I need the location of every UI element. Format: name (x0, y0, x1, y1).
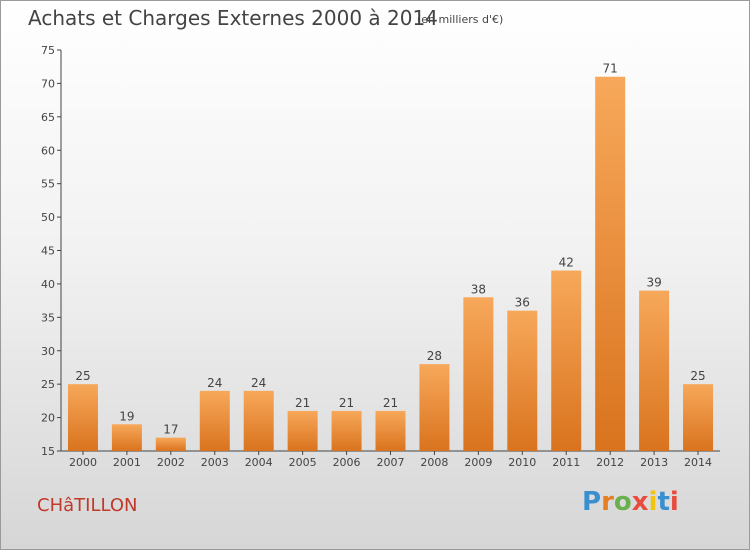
data-label: 42 (559, 256, 574, 270)
y-tick-label: 60 (41, 144, 55, 157)
data-label: 17 (163, 423, 178, 437)
y-tick-label: 75 (41, 44, 55, 57)
bar (507, 310, 538, 451)
y-tick-label: 55 (41, 178, 55, 191)
bar (199, 390, 230, 451)
data-label: 28 (427, 349, 442, 363)
logo-letter: x (631, 487, 649, 517)
y-tick-label: 65 (41, 111, 55, 124)
x-tick-label: 2004 (245, 456, 273, 469)
x-tick-label: 2001 (113, 456, 141, 469)
x-tick-label: 2000 (69, 456, 97, 469)
data-label: 24 (207, 376, 222, 390)
y-tick-label: 25 (41, 378, 55, 391)
x-tick-label: 2011 (552, 456, 580, 469)
y-tick-label: 40 (41, 278, 55, 291)
data-label: 24 (251, 376, 266, 390)
place-name: CHâTILLON (37, 495, 138, 516)
data-labels: 25 19 17 24 24 21 21 21 28 38 36 42 71 39 25 (75, 62, 705, 437)
bar (375, 410, 406, 451)
y-tick-label: 15 (41, 445, 55, 458)
y-tick-label: 70 (41, 77, 55, 90)
data-label: 36 (515, 296, 530, 310)
logo-letter: i (648, 487, 658, 517)
bar (155, 437, 186, 451)
bar (551, 270, 582, 451)
y-tick-label: 35 (41, 311, 55, 324)
logo-letter: P (582, 487, 602, 517)
x-tick-label: 2002 (157, 456, 185, 469)
x-tick-label: 2006 (333, 456, 361, 469)
bar (111, 424, 142, 451)
data-label: 25 (75, 369, 90, 383)
x-tick-label: 2009 (464, 456, 492, 469)
bar (287, 410, 318, 451)
bar (419, 364, 450, 451)
chart-title: Achats et Charges Externes 2000 à 2014 (28, 6, 438, 30)
data-label: 19 (119, 409, 134, 423)
logo-letter: o (613, 487, 632, 517)
bar (639, 290, 670, 451)
y-axis: 15 20 25 30 35 40 45 50 55 60 65 70 75 (41, 44, 62, 458)
x-tick-label: 2008 (420, 456, 448, 469)
data-label: 71 (603, 62, 618, 76)
x-axis: 2000 2001 2002 2003 2004 2005 2006 2007 2008 2009… (61, 450, 720, 469)
data-label: 21 (339, 396, 354, 410)
bars (67, 76, 714, 451)
data-label: 39 (646, 276, 661, 290)
bar (67, 384, 98, 451)
data-label: 38 (471, 282, 486, 296)
x-tick-label: 2013 (640, 456, 668, 469)
logo-letter: i (669, 487, 679, 517)
proxiti-logo: Proxiti (582, 487, 679, 517)
chart-subtitle: (en milliers d'€) (417, 13, 504, 26)
bar (463, 297, 494, 451)
bar (243, 390, 274, 451)
x-tick-label: 2014 (684, 456, 712, 469)
y-tick-label: 50 (41, 211, 55, 224)
x-tick-label: 2012 (596, 456, 624, 469)
x-tick-label: 2007 (377, 456, 405, 469)
x-tick-label: 2005 (289, 456, 317, 469)
data-label: 25 (690, 369, 705, 383)
y-tick-label: 20 (41, 412, 55, 425)
y-tick-label: 45 (41, 245, 55, 258)
logo-letter: r (601, 487, 614, 517)
bar (595, 76, 626, 451)
x-tick-label: 2003 (201, 456, 229, 469)
y-tick-label: 30 (41, 345, 55, 358)
logo-letter: t (657, 487, 670, 517)
data-label: 21 (383, 396, 398, 410)
data-label: 21 (295, 396, 310, 410)
x-tick-label: 2010 (508, 456, 536, 469)
bar (331, 410, 362, 451)
bar (683, 384, 714, 451)
